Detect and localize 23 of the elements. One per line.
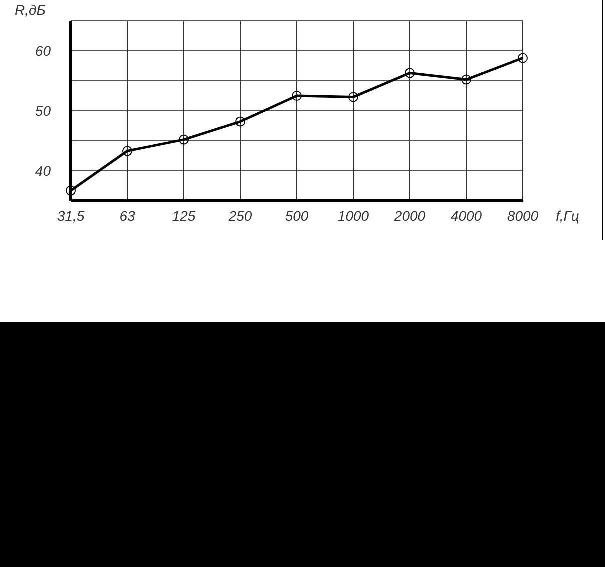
point [462, 74, 472, 85]
point [122, 146, 132, 156]
point [179, 134, 189, 145]
x-axis-title: f,Гц [556, 208, 580, 224]
point [66, 186, 76, 196]
x-tick-label: 1000 [338, 208, 370, 224]
x-tick-label: 500 [285, 208, 309, 224]
x-tick-label: 4000 [450, 208, 482, 224]
x-tick-label: 250 [228, 208, 252, 224]
x-tick-label: 63 [120, 208, 136, 224]
point [405, 68, 415, 78]
x-tick-label: 2000 [393, 208, 426, 224]
point [518, 53, 528, 64]
point [236, 116, 246, 127]
x-tick-label: 8000 [507, 208, 539, 224]
y-axis-title: R,дБ [15, 2, 46, 18]
y-tick-label: 50 [35, 102, 52, 119]
x-tick-label: 31,5 [57, 208, 85, 224]
y-tick-label: 40 [35, 162, 52, 179]
point [292, 91, 302, 101]
x-tick-label: 125 [172, 208, 196, 224]
y-tick-label: 60 [35, 42, 52, 59]
point [348, 92, 358, 102]
